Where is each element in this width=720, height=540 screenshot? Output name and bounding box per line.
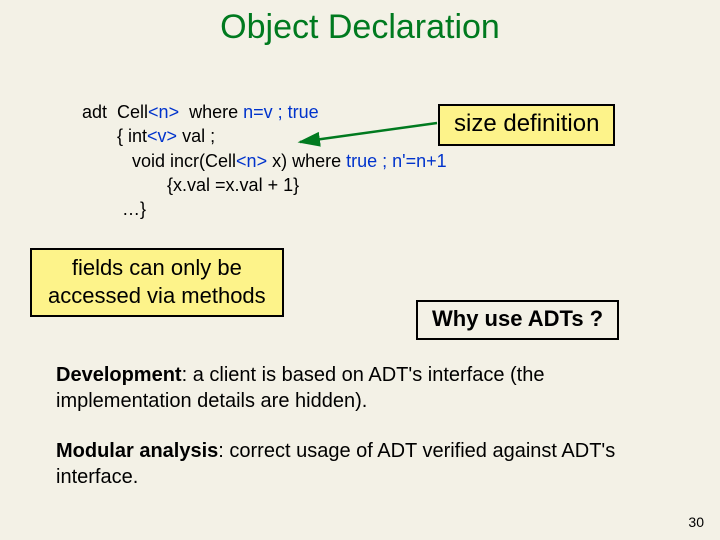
- slide: Object Declaration adt Cell<n> where n=v…: [0, 0, 720, 540]
- fields-access-box: fields can only be accessed via methods: [30, 248, 284, 317]
- fields-l2: accessed via methods: [48, 282, 266, 310]
- t: { int: [82, 126, 147, 146]
- size-definition-box: size definition: [438, 104, 615, 146]
- code-line-2: { int<v> val ;: [82, 124, 447, 148]
- t: adt Cell: [82, 102, 148, 122]
- page-number: 30: [688, 514, 704, 530]
- why-adts-box: Why use ADTs ?: [416, 300, 619, 340]
- mod-label: Modular analysis: [56, 440, 218, 462]
- code-line-4: {x.val =x.val + 1}: [82, 173, 447, 197]
- t: void incr(Cell: [82, 151, 236, 171]
- t: <n>: [236, 151, 267, 171]
- t: x) where: [267, 151, 346, 171]
- code-line-3: void incr(Cell<n> x) where true ; n'=n+1: [82, 149, 447, 173]
- fields-l1: fields can only be: [48, 254, 266, 282]
- paragraph-development: Development: a client is based on ADT's …: [56, 362, 676, 414]
- t: true ; n'=n+1: [346, 151, 447, 171]
- t: val ;: [177, 126, 215, 146]
- t: where: [179, 102, 243, 122]
- t: <v>: [147, 126, 177, 146]
- dev-label: Development: [56, 364, 182, 386]
- page-title: Object Declaration: [0, 8, 720, 47]
- t: <n>: [148, 102, 179, 122]
- paragraph-modular: Modular analysis: correct usage of ADT v…: [56, 438, 676, 490]
- code-block: adt Cell<n> where n=v ; true { int<v> va…: [82, 100, 447, 221]
- t: n=v ; true: [243, 102, 319, 122]
- code-line-5: …}: [82, 197, 447, 221]
- code-line-1: adt Cell<n> where n=v ; true: [82, 100, 447, 124]
